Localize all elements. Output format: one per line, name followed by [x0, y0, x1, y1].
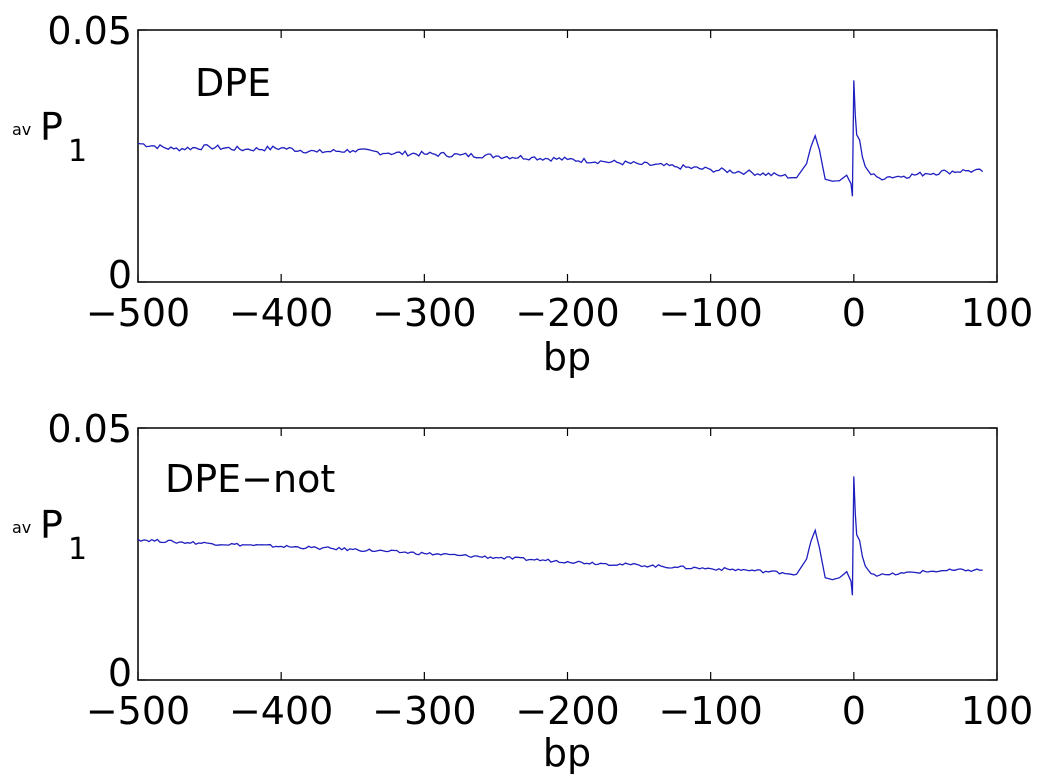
x-tick-label: −200: [515, 689, 619, 733]
panel-title: DPE−not: [165, 457, 335, 501]
panel-title: DPE: [195, 61, 271, 105]
x-axis-label: bp: [543, 335, 591, 379]
x-tick-label: −100: [658, 689, 762, 733]
y-tick-label: 0.05: [47, 9, 132, 53]
x-tick-label: −300: [372, 689, 476, 733]
plot-frame: [137, 29, 998, 283]
y-axis-label: av P 1: [12, 503, 87, 567]
svg-text:1: 1: [68, 134, 87, 169]
series-line: [137, 476, 983, 596]
chart-panel-dpe: −500 −400 −300 −200 −100 0 100 0 0.05 DPE av P 1…: [12, 9, 1033, 379]
series-line: [137, 80, 984, 197]
x-tick-label: −200: [515, 291, 619, 335]
x-tick-label: −100: [658, 291, 762, 335]
x-tick-label: −400: [229, 689, 333, 733]
x-tick-label: −500: [86, 689, 190, 733]
x-tick-label: 0: [842, 689, 866, 733]
svg-text:P: P: [40, 503, 63, 547]
x-tick-label: 100: [961, 689, 1034, 733]
chart-panel-dpe-not: −500 −400 −300 −200 −100 0 100 0 0.05 DPE−not av…: [12, 407, 1033, 775]
y-axis-label: av P 1: [12, 105, 87, 169]
x-tick-label: −400: [229, 291, 333, 335]
y-tick-label: 0: [108, 651, 132, 695]
x-tick-label: −300: [372, 291, 476, 335]
svg-text:av: av: [12, 518, 31, 537]
y-tick-label: 0: [108, 253, 132, 297]
svg-text:av: av: [12, 120, 31, 139]
x-tick-label: −500: [86, 291, 190, 335]
tick-group: −500 −400 −300 −200 −100 0 100 0 0.05: [47, 407, 1033, 733]
y-tick-label: 0.05: [47, 407, 132, 451]
plot-frame: [137, 427, 998, 681]
x-tick-label: 0: [842, 291, 866, 335]
svg-text:P: P: [40, 105, 63, 149]
x-axis-label: bp: [543, 731, 591, 775]
tick-group: −500 −400 −300 −200 −100 0 100 0 0.05: [47, 9, 1033, 335]
svg-text:1: 1: [68, 532, 87, 567]
x-tick-label: 100: [961, 291, 1034, 335]
